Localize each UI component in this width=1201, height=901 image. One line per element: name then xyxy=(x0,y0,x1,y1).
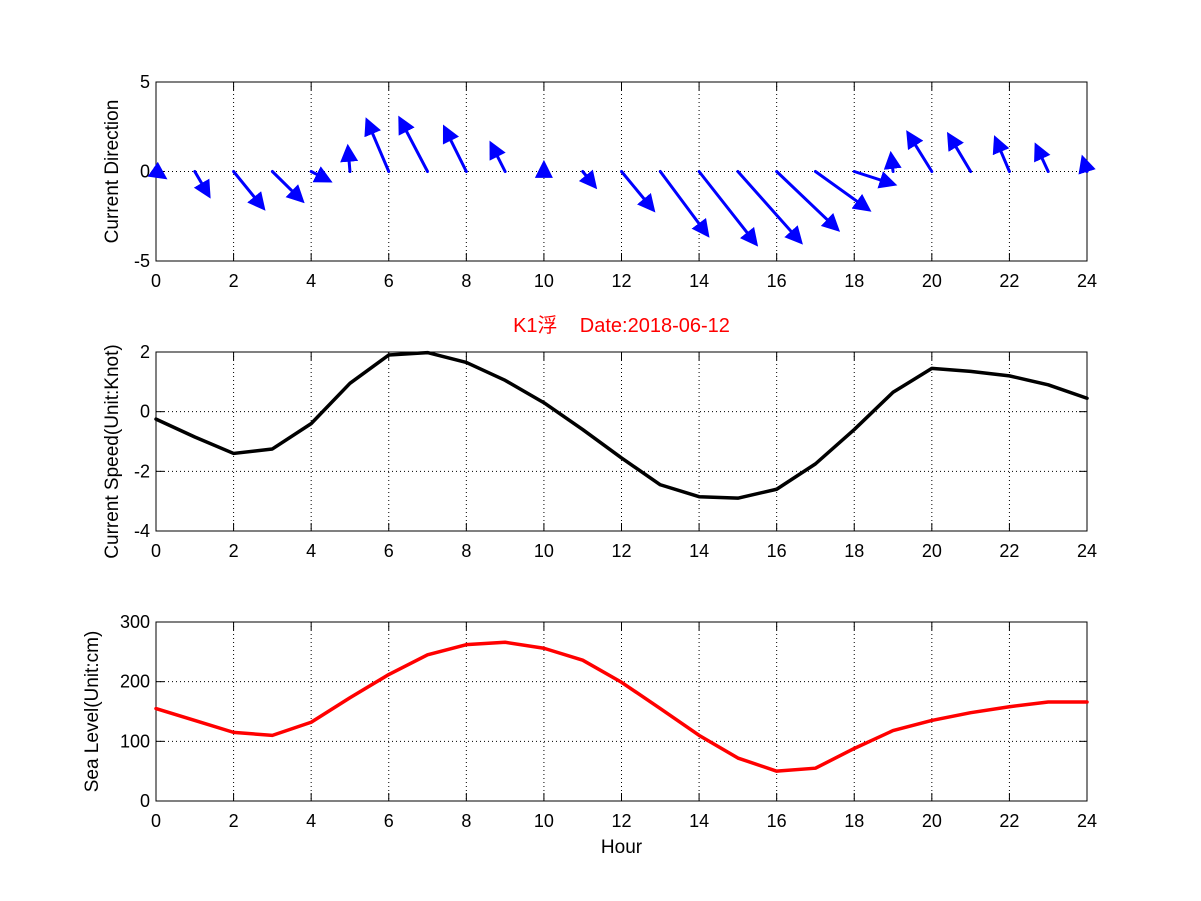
x-tick-label: 12 xyxy=(611,541,631,561)
current-arrow xyxy=(906,130,934,173)
current-arrow xyxy=(852,170,898,189)
current-arrow xyxy=(1078,154,1096,175)
current-arrow xyxy=(697,170,759,247)
x-tick-label: 6 xyxy=(384,271,394,291)
x-tick-label: 18 xyxy=(844,271,864,291)
x-tick-label: 24 xyxy=(1077,811,1097,831)
y-tick-label: 200 xyxy=(120,672,150,692)
y-tick-label: 0 xyxy=(140,791,150,811)
y-tick-label: 0 xyxy=(140,162,150,182)
x-tick-label: 16 xyxy=(767,541,787,561)
current-arrow xyxy=(736,170,803,245)
current-arrow xyxy=(309,166,333,183)
current-arrow xyxy=(147,161,168,180)
y-tick-label: 0 xyxy=(140,402,150,422)
current-arrow xyxy=(620,170,656,213)
x-tick-label: 2 xyxy=(229,271,239,291)
y-tick-label: -5 xyxy=(134,251,150,271)
x-tick-label: 18 xyxy=(844,541,864,561)
x-tick-label: 0 xyxy=(151,541,161,561)
x-tick-label: 20 xyxy=(922,541,942,561)
x-tick-label: 8 xyxy=(461,811,471,831)
chart-title: K1浮 Date:2018-06-12 xyxy=(513,314,730,337)
current-arrow xyxy=(442,124,468,173)
x-tick-label: 12 xyxy=(611,271,631,291)
x-tick-label: 10 xyxy=(534,811,554,831)
x-tick-label: 24 xyxy=(1077,541,1097,561)
x-tick-label: 14 xyxy=(689,811,709,831)
x-tick-label: 24 xyxy=(1077,271,1097,291)
y-tick-label: -4 xyxy=(134,521,150,541)
y-tick-label: 100 xyxy=(120,731,150,751)
current-arrow xyxy=(193,170,211,199)
x-tick-label: 10 xyxy=(534,541,554,561)
x-tick-label: 0 xyxy=(151,811,161,831)
x-tick-label: 22 xyxy=(999,271,1019,291)
x-tick-label: 4 xyxy=(306,541,316,561)
current-arrow xyxy=(270,170,305,204)
x-tick-label: 6 xyxy=(384,541,394,561)
x-tick-label: 16 xyxy=(767,271,787,291)
current-arrow xyxy=(1034,142,1051,173)
x-tick-label: 14 xyxy=(689,271,709,291)
x-tick-label: 16 xyxy=(767,811,787,831)
x-tick-label: 20 xyxy=(922,271,942,291)
x-tick-label: 4 xyxy=(306,271,316,291)
x-tick-label: 20 xyxy=(922,811,942,831)
axes-frame xyxy=(155,621,1088,802)
y-tick-label: 5 xyxy=(140,72,150,92)
current-arrow xyxy=(398,115,430,173)
x-tick-label: 22 xyxy=(999,811,1019,831)
current-arrow xyxy=(364,117,391,173)
x-tick-label: 10 xyxy=(534,271,554,291)
current-arrow xyxy=(946,131,973,173)
y-axis-label: Current Direction xyxy=(102,100,123,244)
current-arrow xyxy=(578,169,598,190)
y-axis-label: Current Speed(Unit:Knot) xyxy=(102,344,123,558)
x-tick-label: 2 xyxy=(229,811,239,831)
x-tick-label: 0 xyxy=(151,271,161,291)
x-tick-label: 4 xyxy=(306,811,316,831)
y-tick-label: 300 xyxy=(120,612,150,632)
current-arrow xyxy=(775,170,841,232)
current-arrow xyxy=(658,170,710,238)
axes-frame xyxy=(155,351,1088,532)
y-tick-label: -2 xyxy=(134,461,150,481)
y-tick-label: 2 xyxy=(140,342,150,362)
x-tick-label: 8 xyxy=(461,271,471,291)
x-tick-label: 8 xyxy=(461,541,471,561)
x-tick-label: 2 xyxy=(229,541,239,561)
current-arrow xyxy=(992,135,1011,173)
x-tick-label: 14 xyxy=(689,541,709,561)
y-axis-label: Sea Level(Unit:cm) xyxy=(82,631,103,793)
current-arrow xyxy=(232,170,266,211)
x-tick-label: 12 xyxy=(611,811,631,831)
x-axis-label: Hour xyxy=(601,837,643,858)
current-arrow xyxy=(813,170,872,212)
x-tick-label: 18 xyxy=(844,811,864,831)
x-tick-label: 6 xyxy=(384,811,394,831)
current-arrow xyxy=(340,143,359,173)
current-arrow xyxy=(489,140,507,173)
x-tick-label: 22 xyxy=(999,541,1019,561)
current-arrow xyxy=(883,150,902,173)
